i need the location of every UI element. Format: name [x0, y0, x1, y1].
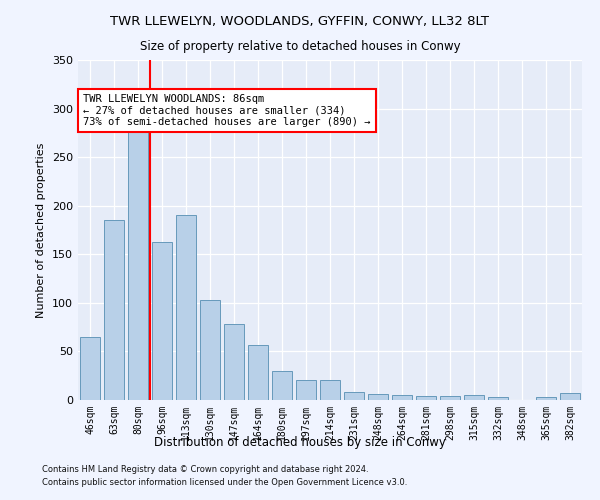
Bar [176, 216, 196, 400]
Bar [224, 324, 244, 400]
Text: TWR LLEWELYN WOODLANDS: 86sqm
← 27% of detached houses are smaller (334)
73% of : TWR LLEWELYN WOODLANDS: 86sqm ← 27% of d… [83, 94, 371, 127]
Bar [392, 395, 412, 400]
Bar [248, 344, 268, 400]
Bar [80, 337, 100, 400]
Text: TWR LLEWELYN, WOODLANDS, GYFFIN, CONWY, LL32 8LT: TWR LLEWELYN, WOODLANDS, GYFFIN, CONWY, … [110, 15, 490, 28]
Bar [368, 394, 388, 400]
Bar [344, 392, 364, 400]
Bar [152, 242, 172, 400]
Bar [200, 300, 220, 400]
Bar [128, 114, 148, 400]
Bar [272, 371, 292, 400]
Bar [104, 220, 124, 400]
Text: Distribution of detached houses by size in Conwy: Distribution of detached houses by size … [154, 436, 446, 449]
Bar [320, 380, 340, 400]
Text: Size of property relative to detached houses in Conwy: Size of property relative to detached ho… [140, 40, 460, 53]
Bar [536, 397, 556, 400]
Text: Contains public sector information licensed under the Open Government Licence v3: Contains public sector information licen… [42, 478, 407, 487]
Y-axis label: Number of detached properties: Number of detached properties [37, 142, 46, 318]
Bar [488, 397, 508, 400]
Bar [296, 380, 316, 400]
Bar [464, 395, 484, 400]
Text: Contains HM Land Registry data © Crown copyright and database right 2024.: Contains HM Land Registry data © Crown c… [42, 466, 368, 474]
Bar [560, 393, 580, 400]
Bar [416, 396, 436, 400]
Bar [440, 396, 460, 400]
